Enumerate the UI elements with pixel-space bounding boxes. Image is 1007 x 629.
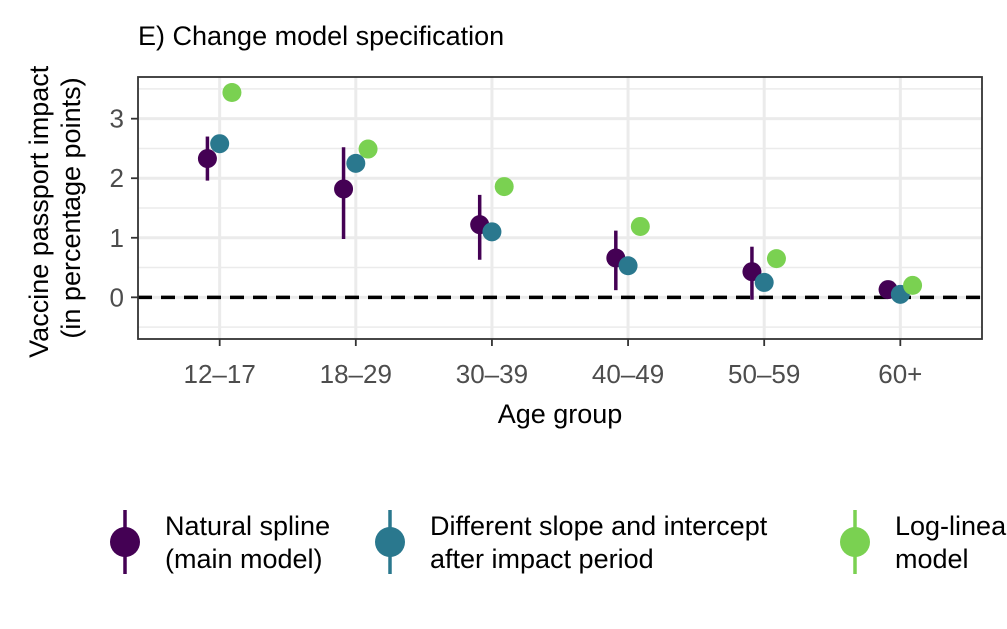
x-tick-label: 40–49 [592,359,664,389]
y-axis-label-line-1: Vaccine passport impact [24,65,54,358]
y-axis-label-line-2: (in percentage points) [56,77,86,338]
x-tick-label: 30–39 [456,359,528,389]
y-tick-label: 0 [110,282,124,312]
legend-item: Natural spline (main model) [110,510,330,574]
x-tick-label: 50–59 [728,359,800,389]
minor-grid [138,88,982,328]
x-axis: 12–17 18–29 30–39 40–49 50–59 60+ [184,339,922,389]
y-axis: 0 1 2 3 [110,104,138,312]
legend-item: Different slope and intercept after impac… [375,510,768,574]
x-tick-label: 60+ [878,359,922,389]
data-point [630,216,650,236]
data-point [618,256,638,276]
legend: Natural spline (main model) Different slop… [110,510,1007,574]
y-tick-label: 2 [110,163,124,193]
data-point [903,275,923,295]
data-point [742,262,762,282]
legend-label: Different slope and intercept after impac… [430,511,768,574]
legend-key-point [375,527,405,557]
x-axis-label: Age group [498,399,623,429]
x-tick-label: 12–17 [184,359,256,389]
data-point [766,249,786,269]
y-axis-label: Vaccine passport impact (in percentage p… [24,58,86,358]
data-point [482,222,502,242]
plot-panel-border [137,76,983,340]
legend-key-point [110,527,140,557]
data-marks [197,82,923,304]
chart-title: E) Change model specification [138,21,504,51]
data-point [346,153,366,173]
legend-label: Natural spline (main model) [165,511,330,574]
x-tick-label: 18–29 [320,359,392,389]
legend-item: Log-linear model [840,510,1007,574]
legend-key-point [840,527,870,557]
data-point [358,139,378,159]
data-point [754,272,774,292]
data-point [222,82,242,102]
data-point [197,149,217,169]
y-tick-label: 3 [110,104,124,134]
data-point [210,134,230,154]
data-point [334,179,354,199]
data-point [494,177,514,197]
y-tick-label: 1 [110,223,124,253]
legend-label: Log-linear model [895,511,1007,574]
